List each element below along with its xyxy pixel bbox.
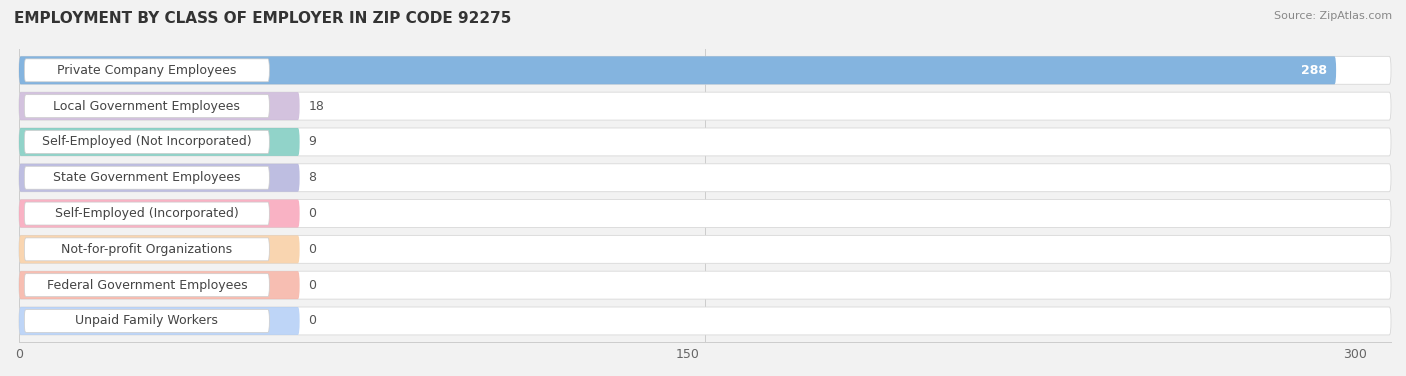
Text: 0: 0 xyxy=(308,207,316,220)
Text: 8: 8 xyxy=(308,171,316,184)
Text: EMPLOYMENT BY CLASS OF EMPLOYER IN ZIP CODE 92275: EMPLOYMENT BY CLASS OF EMPLOYER IN ZIP C… xyxy=(14,11,512,26)
FancyBboxPatch shape xyxy=(20,128,299,156)
Text: Federal Government Employees: Federal Government Employees xyxy=(46,279,247,292)
FancyBboxPatch shape xyxy=(20,200,299,227)
Text: Unpaid Family Workers: Unpaid Family Workers xyxy=(76,314,218,327)
FancyBboxPatch shape xyxy=(20,307,299,335)
FancyBboxPatch shape xyxy=(20,128,1391,156)
Text: Self-Employed (Not Incorporated): Self-Employed (Not Incorporated) xyxy=(42,135,252,149)
Text: 9: 9 xyxy=(308,135,316,149)
Text: 0: 0 xyxy=(308,243,316,256)
Text: State Government Employees: State Government Employees xyxy=(53,171,240,184)
FancyBboxPatch shape xyxy=(20,164,299,192)
Text: 18: 18 xyxy=(308,100,325,113)
FancyBboxPatch shape xyxy=(24,309,270,332)
FancyBboxPatch shape xyxy=(24,59,270,82)
FancyBboxPatch shape xyxy=(24,130,270,153)
FancyBboxPatch shape xyxy=(24,238,270,261)
FancyBboxPatch shape xyxy=(20,271,299,299)
FancyBboxPatch shape xyxy=(24,202,270,225)
Text: 0: 0 xyxy=(308,279,316,292)
FancyBboxPatch shape xyxy=(20,271,1391,299)
Text: 0: 0 xyxy=(308,314,316,327)
FancyBboxPatch shape xyxy=(20,56,1391,84)
FancyBboxPatch shape xyxy=(20,92,1391,120)
Text: Not-for-profit Organizations: Not-for-profit Organizations xyxy=(62,243,232,256)
FancyBboxPatch shape xyxy=(20,92,299,120)
FancyBboxPatch shape xyxy=(20,235,299,263)
FancyBboxPatch shape xyxy=(24,274,270,297)
FancyBboxPatch shape xyxy=(20,56,1336,84)
Text: Self-Employed (Incorporated): Self-Employed (Incorporated) xyxy=(55,207,239,220)
FancyBboxPatch shape xyxy=(20,164,1391,192)
FancyBboxPatch shape xyxy=(24,166,270,189)
Text: Local Government Employees: Local Government Employees xyxy=(53,100,240,113)
Text: Private Company Employees: Private Company Employees xyxy=(58,64,236,77)
FancyBboxPatch shape xyxy=(20,307,1391,335)
FancyBboxPatch shape xyxy=(20,235,1391,263)
FancyBboxPatch shape xyxy=(20,200,1391,227)
Text: Source: ZipAtlas.com: Source: ZipAtlas.com xyxy=(1274,11,1392,21)
Text: 288: 288 xyxy=(1301,64,1327,77)
FancyBboxPatch shape xyxy=(24,95,270,118)
